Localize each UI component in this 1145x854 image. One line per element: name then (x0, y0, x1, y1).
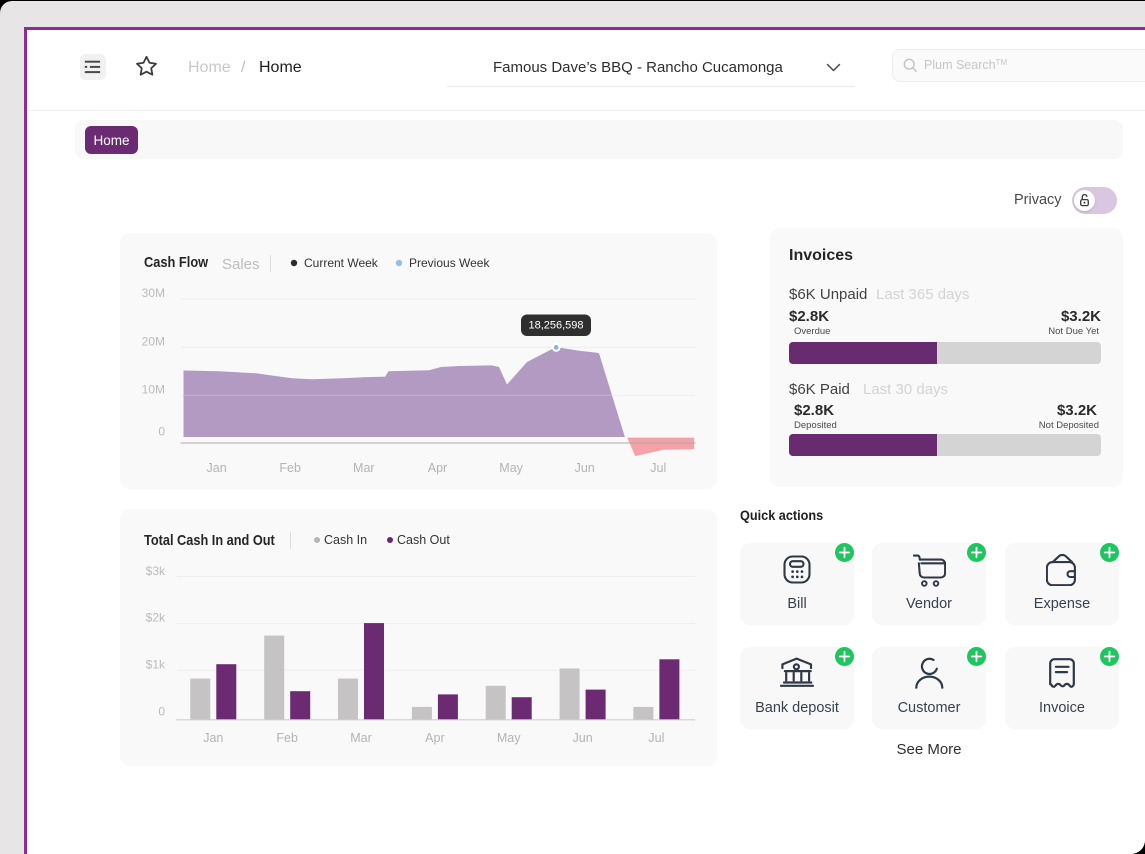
svg-text:Jun: Jun (575, 461, 595, 475)
svg-text:$1k: $1k (146, 658, 166, 672)
svg-text:$2k: $2k (146, 611, 166, 625)
svg-text:0: 0 (158, 425, 165, 439)
svg-text:May: May (497, 731, 521, 745)
svg-text:$3k: $3k (146, 564, 166, 578)
svg-text:30M: 30M (142, 286, 165, 300)
svg-text:Feb: Feb (276, 731, 298, 745)
svg-text:Jun: Jun (573, 731, 593, 745)
svg-text:Jan: Jan (203, 731, 223, 745)
svg-text:Jul: Jul (650, 461, 666, 475)
svg-text:Apr: Apr (428, 461, 447, 475)
svg-text:Mar: Mar (353, 461, 375, 475)
svg-text:20M: 20M (142, 335, 165, 349)
svg-text:18,256,598: 18,256,598 (528, 320, 583, 332)
svg-text:May: May (499, 461, 523, 475)
svg-text:Jul: Jul (648, 731, 664, 745)
svg-text:10M: 10M (142, 383, 165, 397)
svg-text:0: 0 (158, 705, 165, 719)
svg-text:Apr: Apr (425, 731, 444, 745)
svg-text:Jan: Jan (207, 461, 227, 475)
svg-text:Feb: Feb (279, 461, 301, 475)
svg-text:Mar: Mar (350, 731, 372, 745)
